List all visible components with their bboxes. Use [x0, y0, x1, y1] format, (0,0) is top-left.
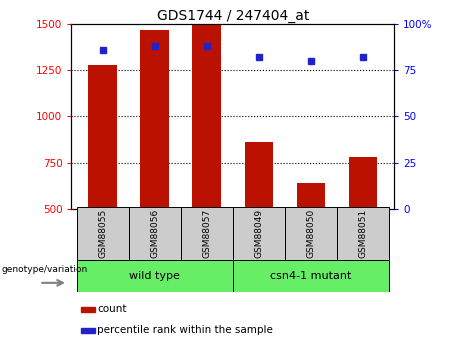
- Text: count: count: [97, 304, 126, 314]
- FancyBboxPatch shape: [77, 260, 233, 292]
- Bar: [296, 183, 325, 209]
- Text: GSM88056: GSM88056: [150, 209, 159, 258]
- Text: GSM88050: GSM88050: [307, 209, 315, 258]
- FancyBboxPatch shape: [233, 207, 285, 260]
- FancyBboxPatch shape: [285, 207, 337, 260]
- Bar: [141, 30, 169, 209]
- FancyBboxPatch shape: [233, 260, 389, 292]
- Bar: [81, 328, 95, 333]
- FancyBboxPatch shape: [337, 207, 389, 260]
- Text: percentile rank within the sample: percentile rank within the sample: [97, 325, 273, 335]
- FancyBboxPatch shape: [181, 207, 233, 260]
- Text: csn4-1 mutant: csn4-1 mutant: [270, 271, 352, 281]
- Text: GSM88049: GSM88049: [254, 209, 263, 258]
- Bar: [89, 65, 117, 209]
- Bar: [244, 142, 273, 209]
- Text: GSM88057: GSM88057: [202, 209, 211, 258]
- Title: GDS1744 / 247404_at: GDS1744 / 247404_at: [157, 9, 309, 23]
- Text: wild type: wild type: [129, 271, 180, 281]
- Text: GSM88051: GSM88051: [358, 209, 367, 258]
- Bar: [81, 307, 95, 312]
- Text: GSM88055: GSM88055: [98, 209, 107, 258]
- Bar: [349, 157, 377, 209]
- Bar: [193, 24, 221, 209]
- FancyBboxPatch shape: [77, 207, 129, 260]
- FancyBboxPatch shape: [129, 207, 181, 260]
- Text: genotype/variation: genotype/variation: [1, 265, 88, 274]
